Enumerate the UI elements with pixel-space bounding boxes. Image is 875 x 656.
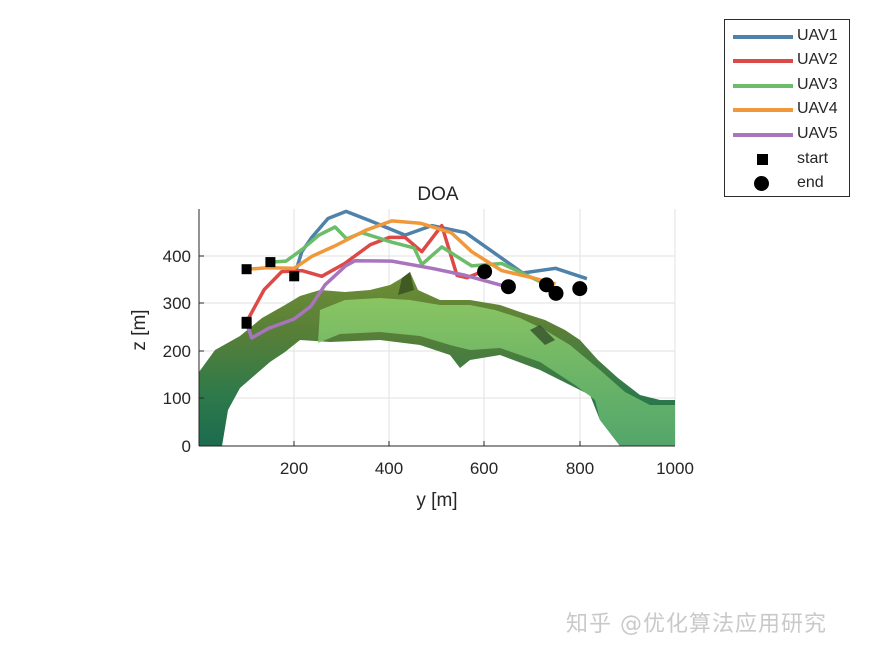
start-marker [289,271,300,282]
start-marker [265,257,276,268]
legend-label: start [797,150,829,167]
legend-label: UAV1 [797,27,838,44]
x-tick-label: 400 [375,459,403,478]
trajectory-uav1 [292,209,588,281]
legend-item-uav1: UAV1 [725,24,849,48]
y-tick-label: 100 [163,389,191,408]
y-tick-label: 200 [163,342,191,361]
chart-legend: UAV1 UAV2 UAV3 UAV4 UAV5 start end [724,19,850,197]
start-end-markers [241,257,588,329]
legend-label: end [797,174,824,191]
legend-item-end: end [725,171,849,195]
start-marker [241,264,252,275]
line-swatch-icon [733,84,793,88]
legend-label: UAV2 [797,51,838,68]
legend-item-uav4: UAV4 [725,97,849,121]
line-swatch-icon [733,59,793,63]
x-tick-label: 1000 [656,459,694,478]
legend-item-uav5: UAV5 [725,122,849,146]
chart-title: DOA [417,184,459,205]
line-swatch-icon [733,133,793,137]
line-swatch-icon [733,35,793,39]
legend-label: UAV4 [797,100,838,117]
terrain-surface [199,272,675,446]
end-marker [477,264,493,280]
y-tick-label: 300 [163,294,191,313]
end-marker [500,279,516,295]
y-axis-label: z [m] [129,309,150,350]
y-tick-label: 400 [163,247,191,266]
circle-marker-icon [754,176,769,191]
end-marker [572,281,588,297]
watermark: 知乎 @优化算法应用研究 [566,612,827,637]
legend-item-uav3: UAV3 [725,73,849,97]
line-swatch-icon [733,108,793,112]
uav-trajectories [244,209,588,340]
trajectory-uav5 [244,258,509,340]
x-axis-label: y [m] [416,490,457,511]
legend-label: UAV5 [797,125,838,142]
axes [198,209,675,447]
square-marker-icon [757,154,768,165]
legend-label: UAV3 [797,76,838,93]
x-tick-label: 600 [470,459,498,478]
y-tick-label: 0 [182,437,191,456]
x-tick-label: 200 [280,459,308,478]
end-marker [538,277,554,293]
legend-item-start: start [725,147,849,171]
start-marker [241,318,252,329]
trajectory-uav3 [270,225,550,288]
trajectory-uav2 [245,223,486,323]
legend-item-uav2: UAV2 [725,48,849,72]
x-tick-label: 800 [566,459,594,478]
trajectory-uav4 [246,219,556,286]
